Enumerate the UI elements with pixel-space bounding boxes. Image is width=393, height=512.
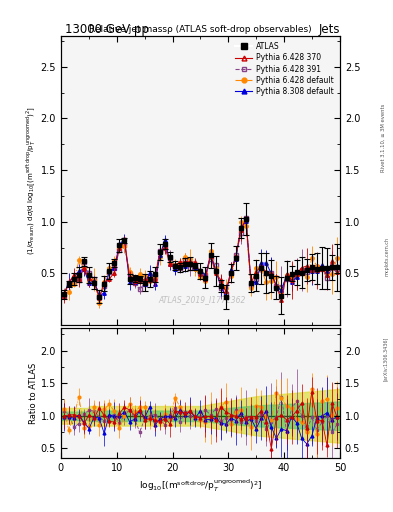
Text: ATLAS_2019_I1772362: ATLAS_2019_I1772362	[158, 295, 246, 304]
Y-axis label: Ratio to ATLAS: Ratio to ATLAS	[29, 362, 38, 423]
X-axis label: log$_{10}$[(m$^{\sf soft\,drop}$/p$_T^{\sf ungroomed}$)$^2$]: log$_{10}$[(m$^{\sf soft\,drop}$/p$_T^{\…	[139, 477, 262, 494]
Text: Jets: Jets	[318, 23, 340, 35]
Y-axis label: $(1/\sigma_{\sf resum})$ d$\sigma$/d log$_{10}$[(m$^{\sf soft\,drop}$/p$_T^{\sf : $(1/\sigma_{\sf resum})$ d$\sigma$/d log…	[24, 106, 38, 255]
Text: mcplots.cern.ch: mcplots.cern.ch	[385, 237, 389, 275]
Text: 13000 GeV pp: 13000 GeV pp	[65, 23, 149, 35]
Title: Relative jet massρ (ATLAS soft-drop observables): Relative jet massρ (ATLAS soft-drop obse…	[89, 25, 312, 34]
Text: Rivet 3.1.10, ≥ 3M events: Rivet 3.1.10, ≥ 3M events	[381, 104, 386, 173]
Text: [arXiv:1306.3436]: [arXiv:1306.3436]	[383, 336, 387, 380]
Legend: ATLAS, Pythia 6.428 370, Pythia 6.428 391, Pythia 6.428 default, Pythia 8.308 de: ATLAS, Pythia 6.428 370, Pythia 6.428 39…	[233, 39, 336, 98]
